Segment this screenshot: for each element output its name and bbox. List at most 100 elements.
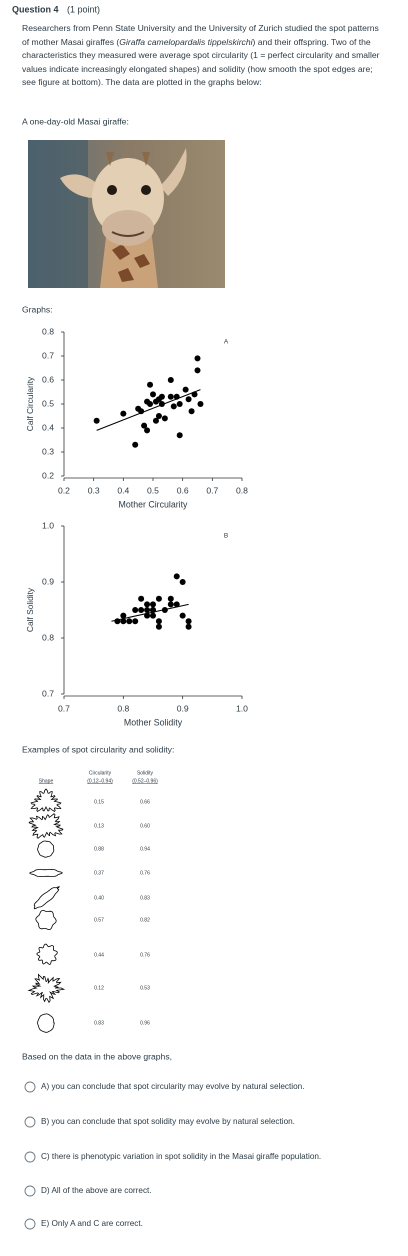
spot-shape bbox=[36, 943, 58, 965]
photo-caption: A one-day-old Masai giraffe: bbox=[22, 116, 129, 126]
data-point bbox=[155, 623, 162, 630]
data-point bbox=[152, 417, 159, 424]
y-tick-label: 0.7 bbox=[42, 350, 54, 360]
data-point bbox=[132, 441, 139, 448]
data-point bbox=[147, 401, 154, 407]
y-tick-label: 0.7 bbox=[42, 688, 54, 698]
data-point bbox=[170, 403, 177, 410]
prompt: Based on the data in the above graphs, bbox=[22, 1051, 172, 1061]
y-tick-label: 0.4 bbox=[42, 422, 54, 432]
spot-shape bbox=[29, 868, 63, 878]
x-tick-label: 0.7 bbox=[206, 485, 218, 495]
trendline bbox=[96, 389, 201, 431]
y-tick-label: 0.8 bbox=[42, 632, 54, 642]
data-point bbox=[188, 408, 195, 415]
y-tick-label: 0.6 bbox=[42, 374, 54, 384]
solidity-value: 0.83 bbox=[140, 895, 150, 901]
circularity-value: 0.37 bbox=[94, 870, 104, 876]
data-point bbox=[150, 612, 156, 619]
x-tick-label: 0.8 bbox=[117, 703, 129, 713]
x-tick-label: 0.3 bbox=[88, 485, 100, 495]
x-axis-label: Mother Solidity bbox=[124, 717, 183, 727]
y-tick-label: 0.5 bbox=[42, 398, 54, 408]
x-tick-label: 0.5 bbox=[147, 485, 159, 495]
data-point bbox=[185, 618, 192, 625]
examples-title: Examples of spot circularity and solidit… bbox=[22, 744, 174, 754]
answer-option[interactable]: C) there is phenotypic variation in spot… bbox=[24, 1151, 321, 1163]
table-header: (0.12–0.94) bbox=[87, 778, 113, 784]
data-point bbox=[144, 607, 151, 613]
species-name: Giraffa camelopardalis tippelskirchi bbox=[119, 36, 253, 47]
data-point bbox=[173, 601, 180, 608]
spot-shape bbox=[37, 1013, 55, 1033]
data-point bbox=[141, 422, 148, 429]
data-point bbox=[155, 618, 162, 625]
x-tick-label: 0.4 bbox=[117, 485, 129, 495]
data-point bbox=[182, 386, 189, 393]
data-point bbox=[120, 410, 127, 417]
x-tick-label: 0.8 bbox=[236, 485, 248, 495]
radio-button[interactable] bbox=[24, 1151, 36, 1163]
solidity-value: 0.96 bbox=[140, 1020, 150, 1026]
data-point bbox=[150, 391, 156, 398]
circularity-value: 0.83 bbox=[94, 1020, 104, 1026]
data-point bbox=[176, 432, 183, 439]
solidity-value: 0.53 bbox=[140, 985, 150, 991]
answer-option[interactable]: D) All of the above are correct. bbox=[24, 1185, 152, 1197]
solidity-value: 0.76 bbox=[140, 870, 150, 876]
circularity-value: 0.57 bbox=[94, 917, 104, 923]
data-point bbox=[120, 612, 127, 619]
spot-shape bbox=[35, 910, 57, 930]
data-point bbox=[185, 396, 192, 403]
intro-text: ) and their offspring. Two of the charac… bbox=[22, 36, 380, 88]
radio-button[interactable] bbox=[24, 1185, 36, 1197]
data-point bbox=[138, 607, 145, 613]
radio-button[interactable] bbox=[24, 1218, 36, 1230]
x-tick-label: 0.6 bbox=[177, 485, 189, 495]
option-label[interactable]: E) Only A and C are correct. bbox=[41, 1219, 143, 1228]
data-point bbox=[132, 607, 139, 613]
intro-paragraph: Researchers from Penn State University a… bbox=[22, 22, 384, 90]
answer-option[interactable]: B) you can conclude that spot solidity m… bbox=[24, 1116, 295, 1128]
data-point bbox=[167, 595, 174, 602]
data-point bbox=[144, 601, 151, 608]
data-point bbox=[93, 417, 100, 424]
solidity-value: 0.60 bbox=[140, 823, 150, 829]
intro-text: Researchers from Penn State University a… bbox=[22, 23, 379, 47]
x-tick-label: 1.0 bbox=[236, 703, 248, 713]
data-point bbox=[120, 618, 127, 625]
spot-shape bbox=[30, 788, 62, 812]
data-point bbox=[138, 595, 145, 602]
radio-button[interactable] bbox=[24, 1116, 36, 1128]
data-point bbox=[197, 401, 204, 407]
y-tick-label: 0.9 bbox=[42, 576, 54, 586]
data-point bbox=[167, 601, 174, 608]
x-tick-label: 0.7 bbox=[58, 703, 70, 713]
graphs-label: Graphs: bbox=[22, 304, 53, 314]
question-title: Question 4 bbox=[12, 4, 59, 14]
circularity-value: 0.12 bbox=[94, 985, 104, 991]
solidity-value: 0.66 bbox=[140, 799, 150, 805]
option-label[interactable]: C) there is phenotypic variation in spot… bbox=[41, 1152, 321, 1161]
spot-shape bbox=[28, 813, 64, 839]
answer-option[interactable]: E) Only A and C are correct. bbox=[24, 1218, 143, 1230]
data-point bbox=[158, 393, 165, 400]
circularity-value: 0.40 bbox=[94, 895, 104, 901]
data-point bbox=[126, 618, 133, 625]
y-tick-label: 0.8 bbox=[42, 326, 54, 336]
circularity-value: 0.13 bbox=[94, 823, 104, 829]
spot-shape bbox=[33, 886, 61, 910]
option-label[interactable]: B) you can conclude that spot solidity m… bbox=[41, 1117, 295, 1126]
option-label[interactable]: D) All of the above are correct. bbox=[41, 1186, 152, 1195]
answer-option[interactable]: A) you can conclude that spot circularit… bbox=[24, 1081, 305, 1093]
giraffe-photo bbox=[28, 140, 225, 288]
data-point bbox=[179, 579, 186, 585]
option-label[interactable]: A) you can conclude that spot circularit… bbox=[41, 1082, 305, 1091]
table-header: Shape bbox=[39, 778, 54, 784]
radio-button[interactable] bbox=[24, 1081, 36, 1093]
data-point bbox=[155, 595, 162, 602]
data-point bbox=[144, 427, 151, 434]
y-axis-label: Calf Solidity bbox=[25, 587, 35, 632]
